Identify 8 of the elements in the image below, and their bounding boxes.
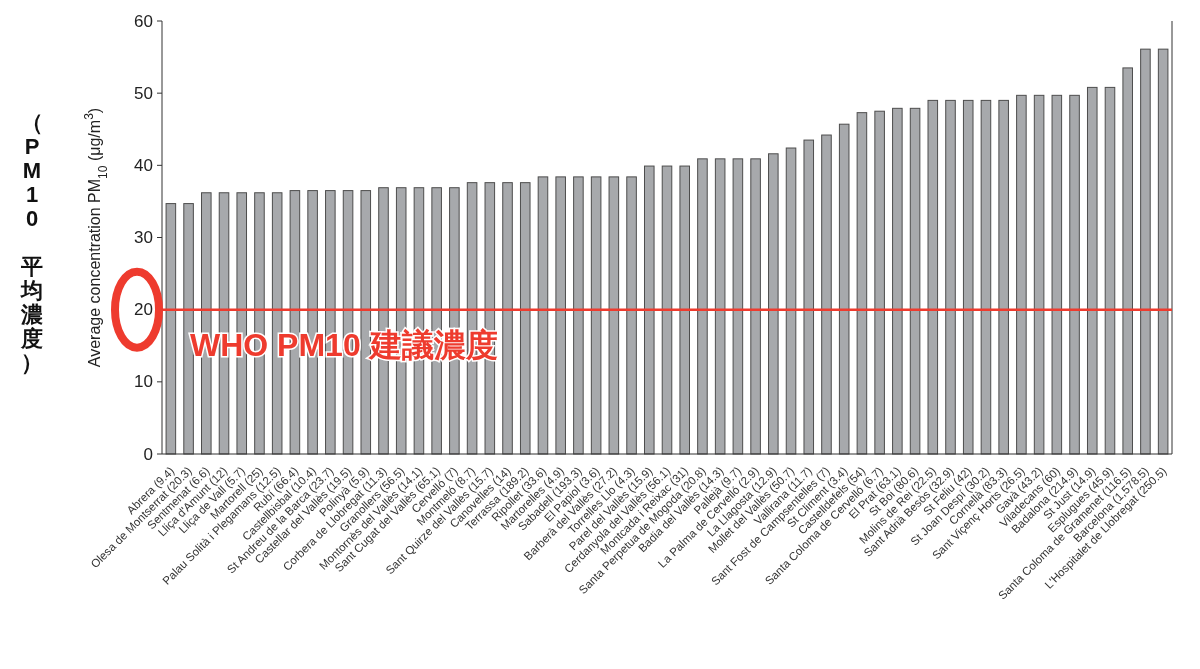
- y-tick-label: 40: [134, 155, 153, 175]
- text: （PM10 平均濃度）: [21, 110, 43, 375]
- y-tick-label: 0: [143, 444, 153, 464]
- y-tick-label: 60: [134, 11, 153, 31]
- y-tick-label: 50: [134, 83, 153, 103]
- y-tick-label: 30: [134, 228, 153, 247]
- y-tick-label: 10: [134, 372, 153, 392]
- y-tick-label: 20: [134, 300, 153, 320]
